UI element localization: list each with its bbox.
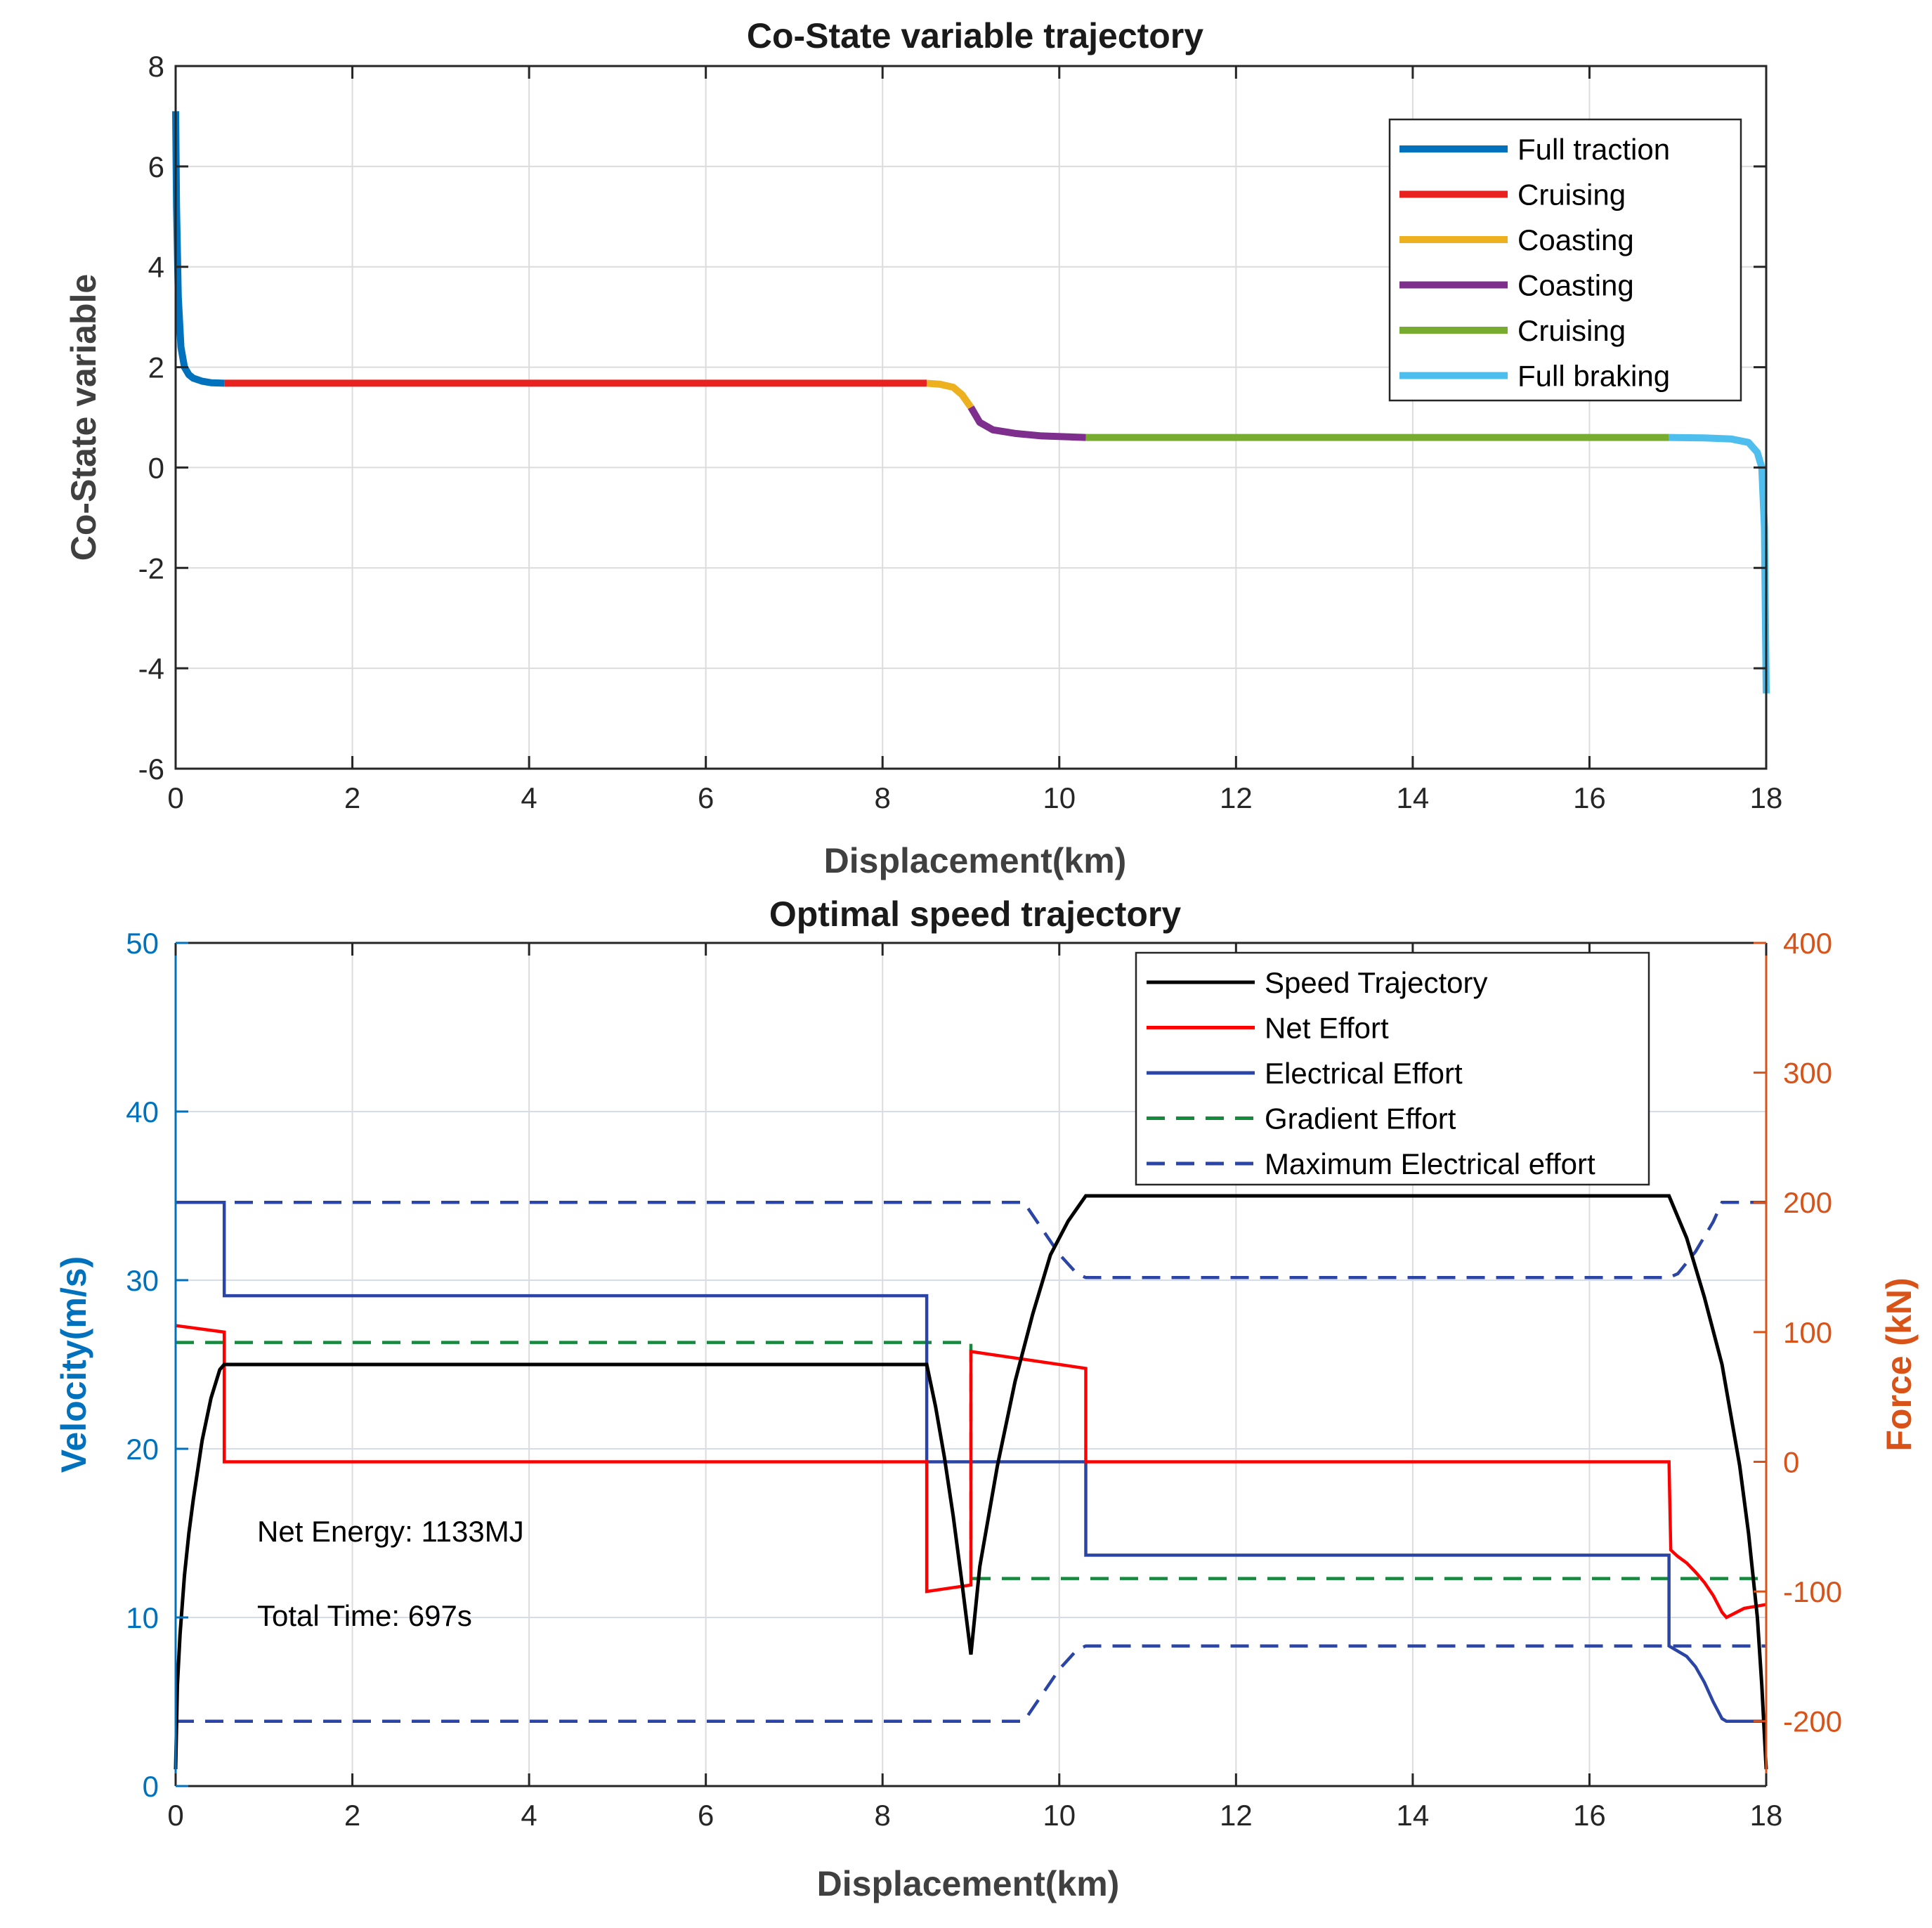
speed-x-tick-label: 2 (344, 1799, 360, 1832)
costate-y-axis-label: Co-State variable (64, 274, 103, 561)
costate-y-tick-label: -2 (138, 552, 164, 585)
speed-series-speed-trajectory-0 (174, 1194, 1768, 1770)
costate-y-tick-label: 6 (148, 150, 164, 183)
speed-x-tick-label: 6 (698, 1799, 714, 1832)
speed-legend-label-1: Net Effort (1265, 1012, 1389, 1045)
costate-y-tick-label: -4 (138, 652, 164, 685)
costate-legend-label-3: Coasting (1517, 269, 1634, 302)
velocity-tick-label: 30 (126, 1264, 159, 1297)
costate-x-tick-label: 12 (1220, 781, 1253, 814)
velocity-tick-label: 0 (143, 1770, 159, 1803)
velocity-axis-label: Velocity(m/s) (54, 1256, 93, 1473)
costate-ticks: 0 2 4 6 8 10 12 14 16 18 -6 -4 -2 0 2 4 6 8 (138, 50, 1783, 814)
costate-legend-box (1388, 118, 1742, 402)
speed-x-tick-label: 18 (1750, 1799, 1783, 1832)
costate-y-tick-label: 2 (148, 351, 164, 384)
net-energy-annotation: Net Energy: 1133MJ (257, 1515, 524, 1548)
speed-ticks: 0 2 4 6 8 10 12 14 16 18 0 10 20 30 40 50 -200 -100 0 100 20… (126, 927, 1842, 1832)
speed-legend-label-4: Maximum Electrical effort (1265, 1147, 1595, 1180)
costate-y-tick-label: -6 (138, 753, 164, 786)
costate-x-tick-label: 4 (521, 781, 537, 814)
costate-y-tick-label: 4 (148, 251, 164, 284)
force-tick-label: 400 (1783, 927, 1832, 960)
force-tick-label: 300 (1783, 1057, 1832, 1090)
speed-plot-title: Optimal speed trajectory (769, 894, 1181, 934)
force-tick-label: -100 (1783, 1575, 1842, 1608)
force-tick-label: -200 (1783, 1705, 1842, 1738)
costate-x-tick-label: 10 (1043, 781, 1076, 814)
costate-x-tick-label: 16 (1573, 781, 1606, 814)
speed-plot: Optimal speed trajectory 0 2 4 6 8 10 12 14 16 18… (54, 894, 1919, 1903)
costate-plot-title: Co-State variable trajectory (747, 16, 1203, 56)
costate-plot-frame (174, 65, 1768, 770)
speed-series-group (174, 1194, 1768, 1770)
total-time-annotation: Total Time: 697s (257, 1599, 472, 1632)
speed-series-gradient-effort-3 (176, 1341, 1766, 1580)
velocity-tick-label: 20 (126, 1433, 159, 1466)
costate-x-tick-label: 14 (1397, 781, 1430, 814)
costate-legend: Full traction Cruising Coasting Coasting Cru… (1388, 118, 1742, 402)
costate-series-coasting-3 (967, 405, 1086, 441)
speed-x-axis-label: Displacement(km) (817, 1864, 1120, 1903)
costate-series-group (172, 111, 1770, 693)
speed-series-electrical-effort-2 (176, 1200, 1766, 1723)
speed-legend-label-0: Speed Trajectory (1265, 966, 1488, 999)
costate-y-tick-label: 0 (148, 451, 164, 484)
costate-legend-label-2: Coasting (1517, 223, 1634, 256)
costate-x-tick-label: 0 (167, 781, 183, 814)
costate-x-tick-label: 18 (1750, 781, 1783, 814)
speed-x-tick-label: 4 (521, 1799, 537, 1832)
speed-legend-label-2: Electrical Effort (1265, 1057, 1463, 1090)
force-axis-label: Force (kN) (1879, 1277, 1919, 1451)
force-tick-label: 200 (1783, 1186, 1832, 1219)
speed-series-net-effort-1 (175, 1324, 1767, 1620)
speed-x-tick-label: 16 (1573, 1799, 1606, 1832)
costate-series-coasting-2 (926, 379, 974, 410)
costate-legend-label-0: Full traction (1517, 133, 1670, 166)
speed-x-tick-label: 14 (1397, 1799, 1430, 1832)
velocity-tick-label: 40 (126, 1095, 159, 1128)
speed-legend: Speed Trajectory Net Effort Electrical Eff… (1135, 951, 1650, 1186)
costate-x-tick-label: 6 (698, 781, 714, 814)
speed-x-tick-label: 0 (167, 1799, 183, 1832)
speed-legend-box (1135, 951, 1650, 1186)
force-tick-label: 100 (1783, 1316, 1832, 1349)
speed-plot-frame (174, 942, 1768, 1787)
costate-legend-label-5: Full braking (1517, 360, 1670, 393)
costate-x-tick-label: 8 (875, 781, 891, 814)
costate-series-full-braking-5 (1669, 434, 1770, 693)
costate-x-tick-label: 2 (344, 781, 360, 814)
force-tick-label: 0 (1783, 1445, 1799, 1478)
costate-legend-label-4: Cruising (1517, 314, 1626, 347)
velocity-tick-label: 10 (126, 1601, 159, 1634)
costate-x-axis-label: Displacement(km) (824, 841, 1127, 880)
costate-plot: Co-State variable trajectory 0 2 4 6 8 10 12 14… (64, 16, 1782, 880)
speed-legend-label-3: Gradient Effort (1265, 1102, 1456, 1135)
speed-x-tick-label: 8 (875, 1799, 891, 1832)
speed-series-maximum-electrical-effort-4 (176, 1200, 1766, 1279)
costate-series-full-traction-0 (172, 111, 225, 387)
speed-x-tick-label: 12 (1220, 1799, 1253, 1832)
costate-legend-label-1: Cruising (1517, 178, 1626, 211)
speed-series-maximum-electrical-effort-5 (176, 1644, 1766, 1723)
velocity-tick-label: 50 (126, 927, 159, 960)
speed-x-tick-label: 10 (1043, 1799, 1076, 1832)
costate-y-tick-label: 8 (148, 50, 164, 83)
